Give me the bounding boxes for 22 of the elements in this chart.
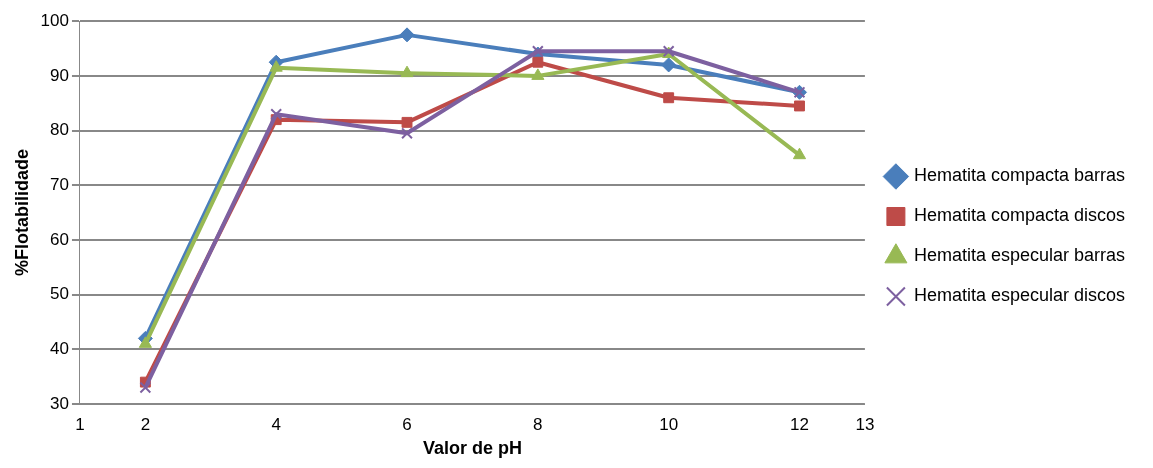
y-tick-label: 30 bbox=[50, 393, 69, 413]
y-tick-label: 50 bbox=[50, 284, 69, 304]
legend-label: Hematita especular barras bbox=[913, 245, 1126, 266]
x-axis-title: Valor de pH bbox=[422, 438, 522, 459]
legend-label: Hematita compacta discos bbox=[913, 205, 1125, 226]
y-tick-label: 70 bbox=[50, 174, 69, 194]
x-tick-label: 10 bbox=[659, 414, 679, 434]
x-tick-label: 12 bbox=[790, 414, 809, 434]
x-tick-label: 6 bbox=[402, 414, 412, 434]
x-tick-label: 4 bbox=[271, 414, 281, 434]
y-tick-label: 60 bbox=[50, 229, 69, 249]
x-tick-label: 13 bbox=[855, 414, 875, 434]
y-tick-label: 40 bbox=[50, 339, 69, 358]
y-tick-label: 90 bbox=[50, 65, 69, 85]
x-tick-label: 1 bbox=[75, 414, 85, 434]
y-axis-title: %Flotabilidade bbox=[11, 149, 32, 277]
x-tick-label: 2 bbox=[140, 414, 151, 434]
y-tick-label: 100 bbox=[40, 10, 69, 30]
y-tick-label: 80 bbox=[50, 120, 69, 140]
legend-label: Hematita compacta barras bbox=[913, 165, 1125, 186]
x-tick-label: 8 bbox=[533, 414, 543, 434]
legend-label: Hematita especular discos bbox=[913, 285, 1126, 306]
